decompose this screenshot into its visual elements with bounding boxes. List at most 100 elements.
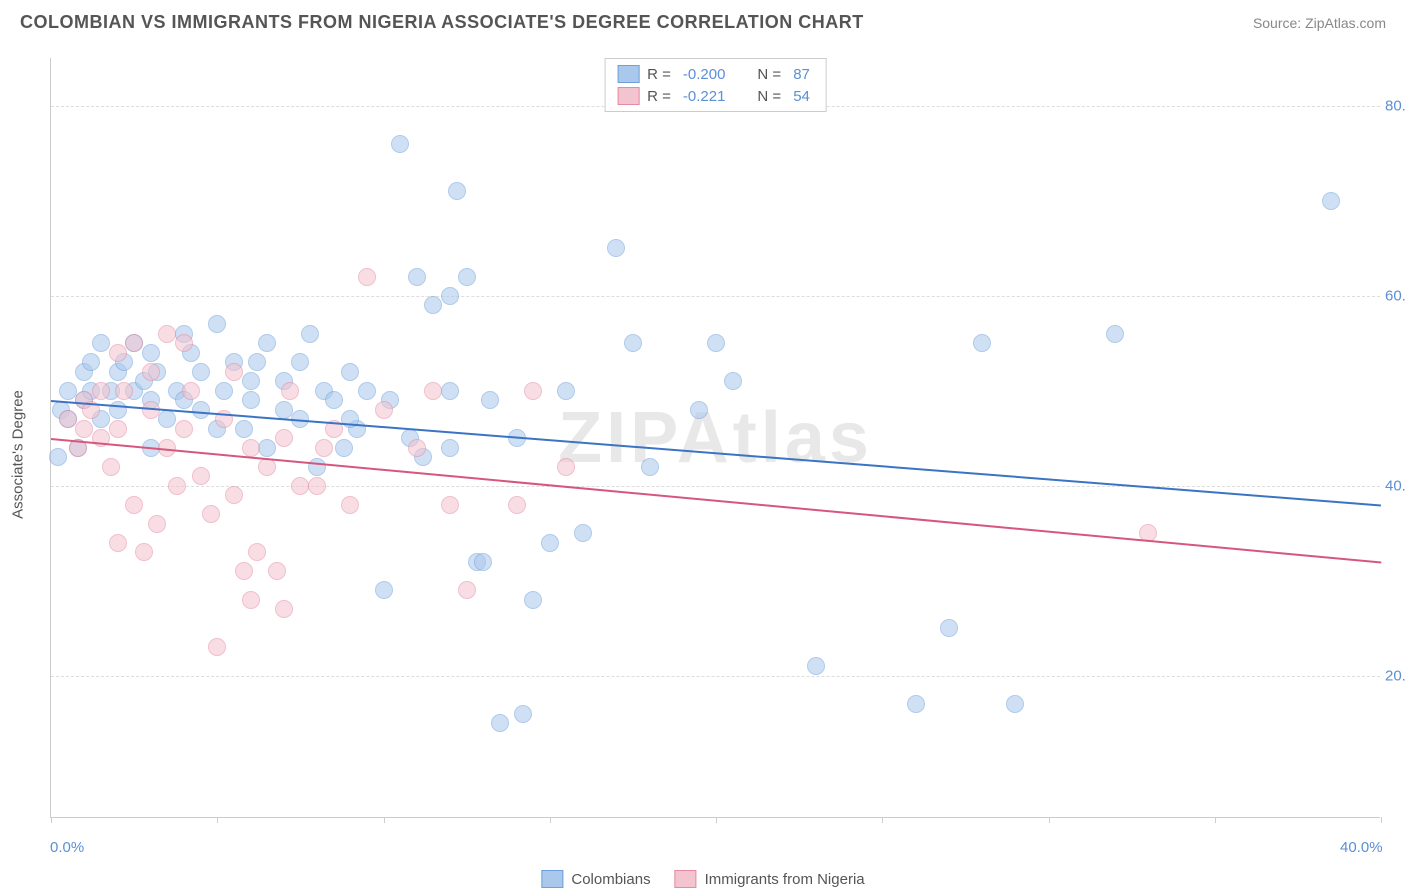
header: COLOMBIAN VS IMMIGRANTS FROM NIGERIA ASS… <box>0 0 1406 41</box>
data-point <box>315 439 333 457</box>
x-tick <box>384 817 385 823</box>
data-point <box>125 334 143 352</box>
data-point <box>92 382 110 400</box>
data-point <box>75 420 93 438</box>
x-tick <box>51 817 52 823</box>
data-point <box>291 477 309 495</box>
data-point <box>408 439 426 457</box>
data-point <box>641 458 659 476</box>
data-point <box>335 439 353 457</box>
data-point <box>358 268 376 286</box>
data-point <box>168 477 186 495</box>
data-point <box>308 458 326 476</box>
data-point <box>491 714 509 732</box>
legend-label: Immigrants from Nigeria <box>705 871 865 888</box>
data-point <box>242 439 260 457</box>
legend-row: R = -0.221 N = 54 <box>617 85 814 107</box>
data-point <box>724 372 742 390</box>
legend-n-value: 54 <box>793 88 810 105</box>
data-point <box>707 334 725 352</box>
data-point <box>242 391 260 409</box>
legend-n-value: 87 <box>793 66 810 83</box>
y-tick-label: 60.0% <box>1385 287 1406 304</box>
legend-r-value: -0.221 <box>683 88 726 105</box>
x-tick <box>217 817 218 823</box>
data-point <box>109 534 127 552</box>
data-point <box>202 505 220 523</box>
data-point <box>59 382 77 400</box>
x-tick <box>1049 817 1050 823</box>
data-point <box>268 562 286 580</box>
data-point <box>142 344 160 362</box>
data-point <box>102 458 120 476</box>
data-point <box>109 401 127 419</box>
legend-item: Colombians <box>541 870 650 888</box>
legend-swatch <box>541 870 563 888</box>
data-point <box>441 382 459 400</box>
data-point <box>907 695 925 713</box>
legend-item: Immigrants from Nigeria <box>675 870 865 888</box>
data-point <box>1106 325 1124 343</box>
data-point <box>192 401 210 419</box>
gridline <box>51 486 1380 487</box>
legend-n-label: N = <box>757 88 781 105</box>
data-point <box>192 363 210 381</box>
data-point <box>182 382 200 400</box>
data-point <box>109 344 127 362</box>
data-point <box>424 296 442 314</box>
data-point <box>301 325 319 343</box>
legend-label: Colombians <box>571 871 650 888</box>
legend-swatch <box>675 870 697 888</box>
data-point <box>458 581 476 599</box>
data-point <box>275 429 293 447</box>
data-point <box>973 334 991 352</box>
data-point <box>291 353 309 371</box>
data-point <box>524 382 542 400</box>
data-point <box>49 448 67 466</box>
data-point <box>215 382 233 400</box>
legend-r-label: R = <box>647 66 671 83</box>
data-point <box>325 391 343 409</box>
data-point <box>109 420 127 438</box>
source-label: Source: ZipAtlas.com <box>1253 15 1386 31</box>
data-point <box>281 382 299 400</box>
x-tick-label: 40.0% <box>1340 839 1383 856</box>
data-point <box>557 458 575 476</box>
legend-r-label: R = <box>647 88 671 105</box>
x-tick <box>882 817 883 823</box>
data-point <box>92 334 110 352</box>
legend-r-value: -0.200 <box>683 66 726 83</box>
data-point <box>158 325 176 343</box>
data-point <box>1006 695 1024 713</box>
data-point <box>125 496 143 514</box>
y-tick-label: 20.0% <box>1385 667 1406 684</box>
y-tick-label: 40.0% <box>1385 477 1406 494</box>
data-point <box>225 363 243 381</box>
data-point <box>82 353 100 371</box>
data-point <box>115 382 133 400</box>
data-point <box>408 268 426 286</box>
data-point <box>1322 192 1340 210</box>
data-point <box>59 410 77 428</box>
data-point <box>275 600 293 618</box>
gridline <box>51 296 1380 297</box>
watermark: ZIPAtlas <box>558 397 873 479</box>
data-point <box>258 334 276 352</box>
legend-swatch <box>617 87 639 105</box>
y-tick-label: 80.0% <box>1385 97 1406 114</box>
x-tick <box>550 817 551 823</box>
data-point <box>235 562 253 580</box>
data-point <box>508 496 526 514</box>
data-point <box>341 496 359 514</box>
data-point <box>807 657 825 675</box>
data-point <box>242 372 260 390</box>
data-point <box>235 420 253 438</box>
legend-correlation: R = -0.200 N = 87 R = -0.221 N = 54 <box>604 58 827 112</box>
data-point <box>574 524 592 542</box>
data-point <box>557 382 575 400</box>
data-point <box>940 619 958 637</box>
data-point <box>341 363 359 381</box>
data-point <box>458 268 476 286</box>
data-point <box>424 382 442 400</box>
x-tick <box>1215 817 1216 823</box>
